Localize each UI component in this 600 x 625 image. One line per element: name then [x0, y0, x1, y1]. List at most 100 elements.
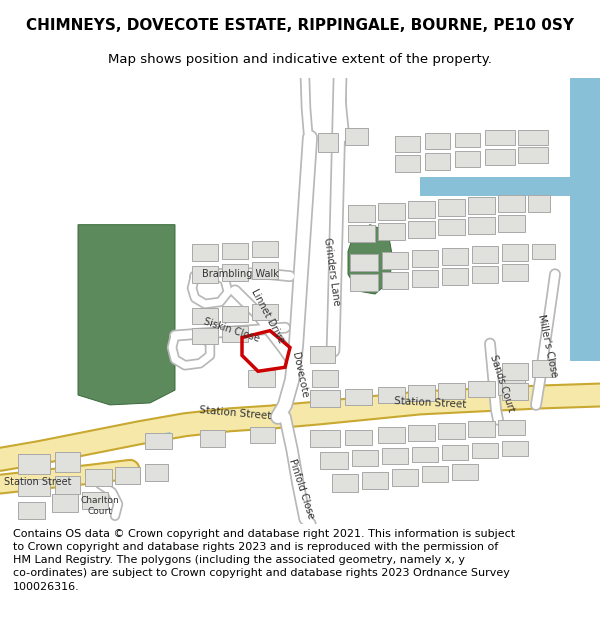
- Polygon shape: [145, 464, 168, 481]
- Polygon shape: [310, 346, 335, 363]
- Text: Dovecote: Dovecote: [290, 351, 310, 399]
- Text: Charlton
Court: Charlton Court: [80, 496, 119, 516]
- Polygon shape: [532, 361, 555, 378]
- Polygon shape: [412, 270, 438, 287]
- Polygon shape: [472, 246, 498, 263]
- Text: Brambling Walk: Brambling Walk: [202, 269, 278, 279]
- Polygon shape: [420, 177, 600, 195]
- Polygon shape: [85, 469, 112, 486]
- Text: Pinfold Close: Pinfold Close: [287, 458, 316, 521]
- Polygon shape: [192, 266, 218, 283]
- Polygon shape: [252, 304, 278, 320]
- Polygon shape: [518, 148, 548, 163]
- Polygon shape: [502, 441, 528, 456]
- Text: Siskin Close: Siskin Close: [203, 317, 261, 344]
- Polygon shape: [200, 429, 225, 446]
- Text: Linnet Drive: Linnet Drive: [250, 287, 286, 344]
- Polygon shape: [412, 446, 438, 462]
- Polygon shape: [395, 156, 420, 172]
- Polygon shape: [192, 244, 218, 261]
- Polygon shape: [472, 266, 498, 283]
- Polygon shape: [318, 132, 338, 152]
- Polygon shape: [570, 195, 600, 361]
- Polygon shape: [498, 420, 525, 434]
- Polygon shape: [468, 197, 495, 214]
- Polygon shape: [438, 219, 465, 234]
- Polygon shape: [222, 264, 248, 281]
- Polygon shape: [502, 264, 528, 281]
- Polygon shape: [412, 251, 438, 268]
- Polygon shape: [485, 149, 515, 165]
- Polygon shape: [408, 221, 435, 238]
- Polygon shape: [312, 370, 338, 387]
- Polygon shape: [18, 502, 45, 519]
- Polygon shape: [502, 383, 528, 400]
- Text: Station Street: Station Street: [4, 477, 72, 487]
- Text: Miller's Close: Miller's Close: [536, 313, 560, 378]
- Polygon shape: [502, 244, 528, 261]
- Text: Sands Court: Sands Court: [488, 353, 516, 413]
- Polygon shape: [378, 427, 405, 442]
- Polygon shape: [82, 492, 108, 509]
- Polygon shape: [248, 370, 275, 387]
- Polygon shape: [115, 468, 140, 484]
- Polygon shape: [362, 472, 388, 489]
- Polygon shape: [528, 195, 550, 212]
- Polygon shape: [222, 242, 248, 259]
- Polygon shape: [320, 452, 348, 469]
- Polygon shape: [192, 308, 218, 324]
- Polygon shape: [442, 268, 468, 285]
- Polygon shape: [408, 201, 435, 217]
- Polygon shape: [472, 442, 498, 458]
- Polygon shape: [442, 249, 468, 265]
- Polygon shape: [310, 429, 340, 446]
- Polygon shape: [485, 129, 515, 146]
- Polygon shape: [332, 474, 358, 492]
- Polygon shape: [498, 380, 525, 395]
- Polygon shape: [18, 454, 50, 474]
- Polygon shape: [252, 262, 278, 279]
- Polygon shape: [502, 363, 528, 380]
- Polygon shape: [438, 383, 465, 399]
- Polygon shape: [222, 306, 248, 322]
- Polygon shape: [570, 78, 600, 132]
- Polygon shape: [348, 224, 375, 241]
- Polygon shape: [455, 151, 480, 168]
- Polygon shape: [378, 222, 405, 239]
- Polygon shape: [252, 241, 278, 258]
- Polygon shape: [310, 390, 340, 407]
- Polygon shape: [250, 427, 275, 442]
- Text: Station Street: Station Street: [394, 396, 466, 410]
- Polygon shape: [425, 153, 450, 170]
- Polygon shape: [352, 451, 378, 466]
- Polygon shape: [192, 328, 218, 344]
- Polygon shape: [532, 244, 555, 259]
- Polygon shape: [498, 195, 525, 212]
- Polygon shape: [392, 469, 418, 486]
- Polygon shape: [52, 494, 78, 512]
- Polygon shape: [222, 326, 248, 341]
- Polygon shape: [345, 127, 368, 146]
- Text: Station Street: Station Street: [199, 405, 271, 421]
- Text: Map shows position and indicative extent of the property.: Map shows position and indicative extent…: [108, 53, 492, 66]
- Polygon shape: [442, 444, 468, 461]
- Polygon shape: [18, 479, 50, 496]
- Polygon shape: [158, 432, 170, 442]
- Polygon shape: [382, 449, 408, 464]
- Text: Contains OS data © Crown copyright and database right 2021. This information is : Contains OS data © Crown copyright and d…: [13, 529, 515, 592]
- Polygon shape: [468, 381, 495, 397]
- Polygon shape: [468, 421, 495, 437]
- Text: Grinders Lane: Grinders Lane: [322, 236, 342, 306]
- Polygon shape: [145, 432, 172, 449]
- Polygon shape: [55, 452, 80, 472]
- Polygon shape: [455, 132, 480, 148]
- Polygon shape: [345, 389, 372, 405]
- Polygon shape: [78, 224, 175, 405]
- Polygon shape: [570, 132, 600, 177]
- Polygon shape: [408, 425, 435, 441]
- Polygon shape: [452, 464, 478, 480]
- Polygon shape: [348, 224, 392, 294]
- Polygon shape: [498, 215, 525, 232]
- Polygon shape: [55, 476, 80, 494]
- Polygon shape: [350, 254, 378, 271]
